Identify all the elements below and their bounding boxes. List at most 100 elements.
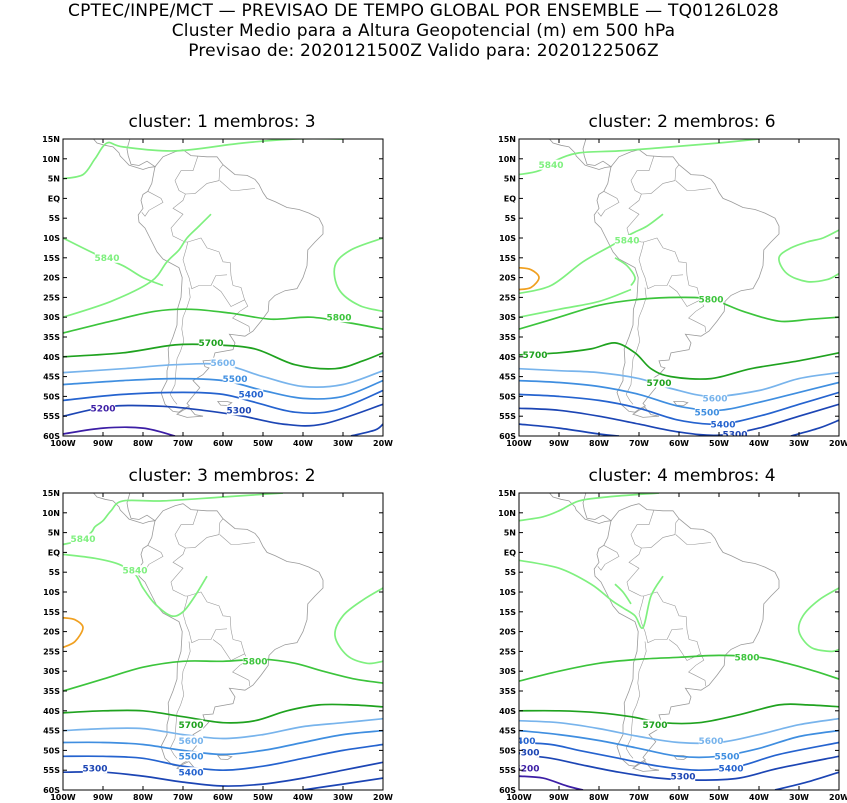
lat-tick-label: 40S (499, 353, 516, 362)
contour-label-bg (519, 747, 540, 758)
contour-5880 (63, 616, 84, 649)
contour-5840 (519, 288, 632, 319)
lat-tick-label: 45S (43, 373, 60, 382)
country-border (630, 510, 655, 549)
lat-tick-label: 10S (499, 588, 516, 597)
lat-tick-label: 5S (505, 214, 517, 223)
lat-tick-label: 25S (499, 647, 516, 656)
contour-label-bg (718, 763, 744, 774)
country-border (194, 164, 224, 194)
lat-tick-label: EQ (48, 194, 60, 203)
contour-label-bg (522, 349, 548, 360)
contour-label-bg (710, 419, 736, 430)
lon-tick-label: 90W (549, 439, 569, 448)
contour-label: 5200 (514, 765, 539, 775)
country-border (187, 237, 234, 286)
contour-5300 (790, 419, 839, 436)
lon-tick-label: 40W (293, 439, 313, 448)
lat-tick-label: 55S (499, 412, 516, 421)
lat-tick-label: 5N (504, 529, 516, 538)
contour-5200 (63, 426, 176, 436)
coastline-tierra-del-fuego (632, 407, 660, 418)
lon-tick-label: 30W (333, 793, 353, 802)
contour-label-bg (642, 719, 668, 730)
lon-tick-label: 60W (669, 793, 689, 802)
lat-tick-label: 15N (498, 135, 516, 144)
contour-label: 5600 (698, 737, 723, 747)
lat-tick-label: 30S (499, 667, 516, 676)
country-border (640, 267, 684, 290)
country-border (174, 510, 199, 549)
contour-label: 5700 (642, 721, 667, 731)
lon-tick-label: 20W (829, 793, 847, 802)
contour-5840 (519, 139, 760, 176)
contour-label: 5800 (698, 296, 723, 306)
lat-tick-label: 15S (43, 608, 60, 617)
contour-5840 (614, 257, 636, 286)
lat-tick-label: 35S (43, 687, 60, 696)
map-content: 5840 5800 5700 5600 5500 5400 5300 5200 (63, 139, 383, 436)
lat-tick-label: 35S (499, 333, 516, 342)
contour-label: 5300 (722, 430, 747, 440)
map-panel: 5840 5800 5700 5600 5500 5400 5300 5200 15N 10N 5N… (42, 135, 393, 448)
contour-label: 5600 (210, 359, 235, 369)
contour-5600 (519, 717, 839, 745)
lat-tick-label: 25S (43, 647, 60, 656)
lat-tick-label: 15S (499, 608, 516, 617)
country-border (688, 653, 707, 686)
contour-5800 (63, 658, 383, 692)
contour-label: 5500 (178, 753, 203, 763)
panel-title: cluster: 3 membros: 2 (128, 466, 316, 486)
lat-tick-label: 50S (499, 392, 516, 401)
lat-tick-label: 15S (499, 254, 516, 263)
contour-label-bg (210, 357, 236, 368)
contour-label-bg (178, 735, 204, 746)
country-border (597, 545, 620, 571)
country-border (174, 156, 199, 195)
contour-label-bg (722, 429, 748, 436)
contour-label: 5840 (70, 535, 95, 545)
lon-tick-label: 40W (293, 793, 313, 802)
panel-title: cluster: 4 membros: 4 (588, 466, 776, 486)
country-border (170, 193, 188, 243)
contour-label-bg (734, 652, 760, 663)
contour-label-bg (238, 389, 264, 400)
lat-tick-label: 60S (43, 786, 60, 795)
coastline-central-america (92, 139, 157, 170)
contour-label-bg (670, 771, 696, 782)
header-title-line-2: Cluster Medio para a Altura Geopotencial… (171, 21, 676, 41)
contour-label-bg (694, 407, 720, 418)
contour-label: 5700 (522, 351, 547, 361)
contour-label: 5300 (82, 765, 107, 775)
lon-tick-label: 100W (50, 439, 76, 448)
lat-tick-label: 20S (499, 628, 516, 637)
contour-5300 (350, 423, 383, 436)
contour-5400 (519, 391, 839, 426)
lon-tick-label: 40W (749, 793, 769, 802)
lon-tick-label: 50W (709, 439, 729, 448)
lat-tick-label: 45S (499, 373, 516, 382)
contour-label-bg (519, 763, 540, 774)
country-border (212, 285, 245, 307)
contour-5880 (519, 266, 540, 291)
lon-tick-label: 90W (93, 439, 113, 448)
contour-label: 5600 (702, 395, 727, 405)
lon-tick-label: 50W (709, 793, 729, 802)
contour-label: 5840 (94, 254, 119, 264)
lon-tick-label: 60W (213, 793, 233, 802)
lat-tick-label: 50S (499, 746, 516, 755)
coastline-south-america (593, 503, 780, 767)
lat-tick-label: 10N (42, 509, 60, 518)
contour-5840 (63, 213, 212, 319)
coastline-falklands (672, 755, 689, 760)
header-title-line-3: Previsao de: 2020121500Z Valido para: 20… (188, 41, 659, 61)
lat-tick-label: 50S (43, 746, 60, 755)
lat-tick-label: 15N (498, 489, 516, 498)
lat-tick-label: 15N (42, 135, 60, 144)
coastline-south-america (137, 149, 324, 413)
contour-label-bg (702, 393, 728, 404)
lat-tick-label: 10N (498, 155, 516, 164)
coastline-central-america (92, 493, 157, 524)
lat-tick-label: 10S (43, 234, 60, 243)
country-border (650, 164, 680, 194)
